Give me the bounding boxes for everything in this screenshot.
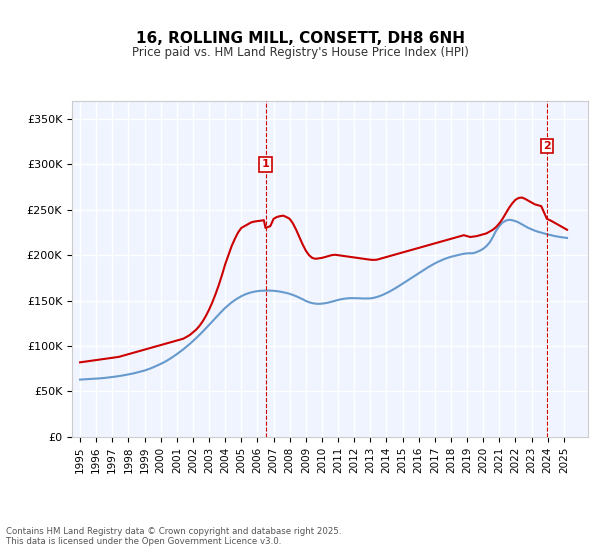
- Text: 1: 1: [262, 160, 269, 169]
- Text: Contains HM Land Registry data © Crown copyright and database right 2025.
This d: Contains HM Land Registry data © Crown c…: [6, 526, 341, 546]
- Text: 16, ROLLING MILL, CONSETT, DH8 6NH: 16, ROLLING MILL, CONSETT, DH8 6NH: [136, 31, 464, 46]
- Text: 2: 2: [543, 141, 551, 151]
- Text: Price paid vs. HM Land Registry's House Price Index (HPI): Price paid vs. HM Land Registry's House …: [131, 46, 469, 59]
